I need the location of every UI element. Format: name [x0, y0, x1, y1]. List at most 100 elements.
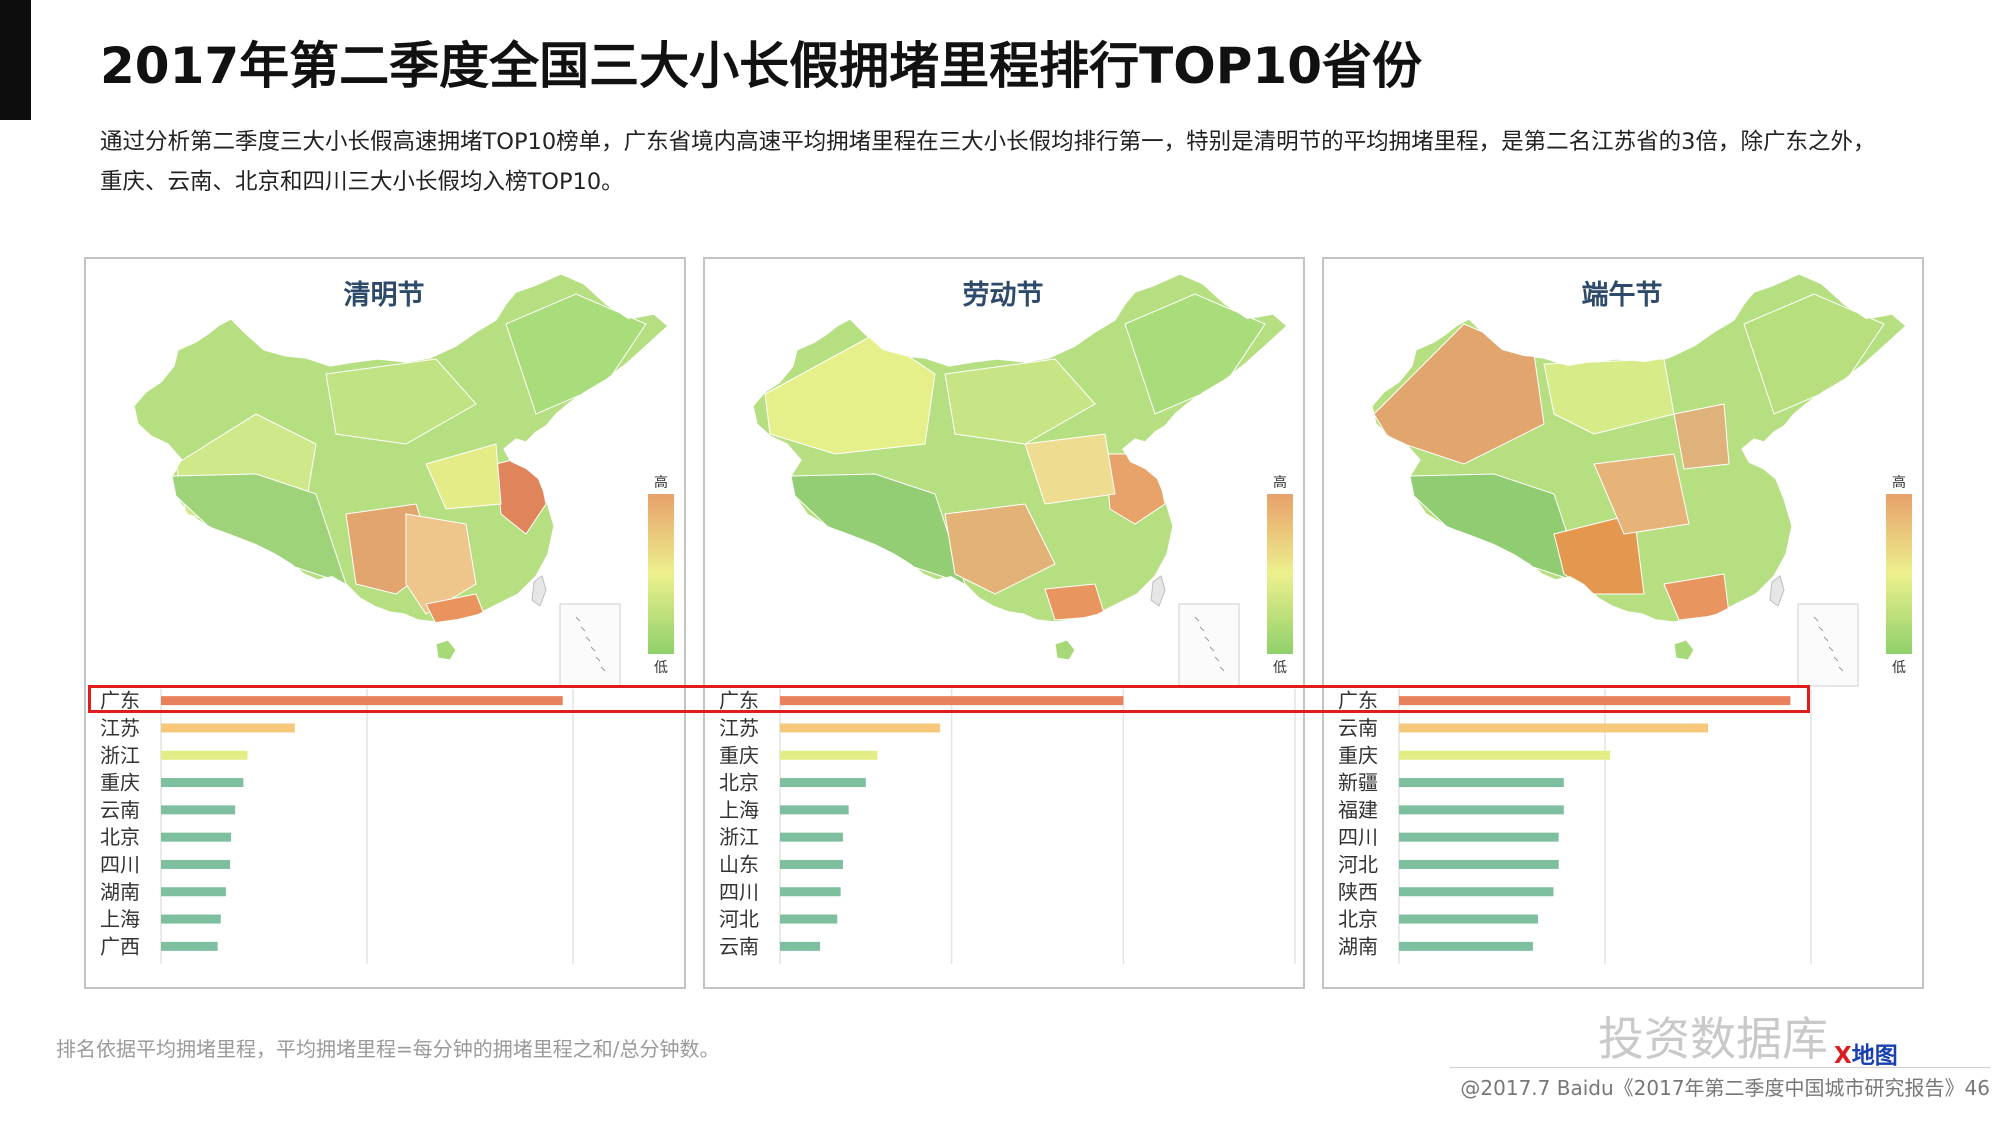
watermark-logo-a: X — [1834, 1043, 1852, 1069]
bar-label-rank-5: 云南 — [100, 798, 140, 822]
inset-boundary-dash — [580, 626, 586, 632]
map-region — [171, 473, 347, 585]
inset-boundary-dash — [590, 646, 596, 652]
map-region — [1673, 403, 1730, 470]
color-legend-bar — [1267, 494, 1293, 654]
map-region — [505, 293, 647, 415]
inset-boundary-dash — [1214, 656, 1220, 662]
map-region — [1024, 433, 1116, 505]
bar-label-rank-7: 河北 — [1338, 852, 1378, 876]
watermark-logo-b: 地图 — [1851, 1043, 1898, 1069]
inset-boundary-dash — [1194, 616, 1200, 622]
bar-label-rank-1: 广东 — [719, 689, 759, 713]
bar-label-rank-2: 江苏 — [719, 716, 759, 740]
map-hainan — [1054, 639, 1076, 661]
bar-rank-4 — [161, 778, 244, 788]
bar-rank-4 — [780, 778, 866, 788]
bar-label-rank-8: 湖南 — [100, 880, 140, 904]
bar-label-rank-9: 上海 — [100, 907, 140, 931]
bar-label-rank-1: 广东 — [1338, 689, 1378, 713]
inset-boundary-dash — [600, 666, 606, 672]
legend-high-label: 高 — [1892, 474, 1906, 491]
panel-duanwu: 端午节高低广东 云南 重庆 新疆 福建 四川 河北 陕西 北京 湖南 — [1322, 257, 1924, 989]
china-map — [752, 273, 1288, 661]
south-china-sea-inset — [1178, 603, 1240, 687]
bar-label-rank-6: 四川 — [1338, 825, 1378, 849]
bar-label-rank-1: 广东 — [100, 689, 140, 713]
bar-label-rank-4: 重庆 — [100, 771, 140, 795]
legend-low-label: 低 — [1892, 660, 1906, 676]
inset-boundary-dash — [1838, 666, 1844, 672]
map-region — [1409, 473, 1585, 585]
legend-low-label: 低 — [654, 660, 668, 676]
panel-laodong: 劳动节高低广东 江苏 重庆 北京 上海 浙江 山东 四川 河北 云南 — [703, 257, 1305, 989]
description: 通过分析第二季度三大小长假高速拥堵TOP10榜单，广东省境内高速平均拥堵里程在三… — [100, 122, 1980, 202]
bar-label-rank-3: 重庆 — [1338, 743, 1378, 767]
map-taiwan — [1150, 575, 1166, 607]
legend-high-label: 高 — [1273, 474, 1287, 491]
bar-label-rank-8: 四川 — [719, 880, 759, 904]
bar-label-rank-2: 云南 — [1338, 716, 1378, 740]
legend-high-label: 高 — [654, 474, 668, 491]
bar-rank-6 — [1399, 832, 1559, 842]
bar-rank-6 — [161, 832, 232, 842]
bar-label-rank-3: 重庆 — [719, 743, 759, 767]
bar-label-rank-5: 福建 — [1338, 798, 1378, 822]
footer-source: @2017.7 Baidu《2017年第二季度中国城市研究报告》46 — [1460, 1076, 1990, 1100]
inset-boundary-dash — [1199, 626, 1205, 632]
map-title: 劳动节 — [963, 280, 1044, 311]
map-title: 端午节 — [1582, 279, 1663, 311]
inset-boundary-dash — [1813, 616, 1819, 622]
map-title: 清明节 — [344, 280, 425, 311]
bar-label-rank-6: 北京 — [100, 825, 140, 849]
map-region — [764, 333, 936, 455]
bar-rank-5 — [780, 805, 849, 815]
bar-label-rank-8: 陕西 — [1338, 880, 1378, 904]
bar-rank-9 — [780, 914, 838, 924]
bar-rank-7 — [780, 859, 843, 869]
bar-rank-7 — [1399, 859, 1559, 869]
south-china-sea-inset — [559, 603, 621, 687]
bar-rank-8 — [1399, 887, 1554, 897]
inset-boundary-dash — [1204, 636, 1210, 642]
bar-label-rank-4: 北京 — [719, 771, 759, 795]
bar-rank-1 — [161, 696, 563, 706]
bar-rank-7 — [161, 859, 231, 869]
footnote: 排名依据平均拥堵里程，平均拥堵里程=每分钟的拥堵里程之和/总分钟数。 — [56, 1037, 720, 1061]
map-region — [425, 443, 502, 510]
inset-boundary-dash — [1219, 666, 1225, 672]
footer-divider — [1450, 1067, 1990, 1068]
map-taiwan — [531, 575, 547, 607]
bar-rank-3 — [780, 750, 878, 760]
bar-rank-10 — [161, 941, 218, 951]
bar-rank-9 — [1399, 914, 1539, 924]
inset-boundary-dash — [585, 636, 591, 642]
bar-rank-3 — [1399, 750, 1611, 760]
guangdong-highlight-box — [88, 685, 1810, 713]
map-region — [1743, 293, 1885, 415]
map-taiwan — [1769, 575, 1785, 607]
bar-rank-8 — [161, 887, 226, 897]
map-hainan — [1673, 639, 1695, 661]
south-china-sea-inset — [1797, 603, 1859, 687]
color-legend-bar — [1886, 494, 1912, 654]
bar-rank-10 — [1399, 941, 1533, 951]
bar-label-rank-10: 广西 — [100, 934, 140, 958]
bar-rank-9 — [161, 914, 221, 924]
bar-label-rank-9: 河北 — [719, 907, 759, 931]
map-region — [1593, 453, 1690, 535]
map-region — [1124, 293, 1266, 415]
bar-rank-2 — [161, 723, 295, 733]
inset-boundary-dash — [575, 616, 581, 622]
inset-boundary-dash — [595, 656, 601, 662]
bar-rank-3 — [161, 750, 248, 760]
bar-rank-2 — [780, 723, 941, 733]
color-legend-bar — [648, 494, 674, 654]
china-map — [1371, 273, 1907, 661]
bar-label-rank-9: 北京 — [1338, 907, 1378, 931]
bar-rank-5 — [1399, 805, 1564, 815]
watermark: 投资数据库 — [1598, 1012, 1828, 1066]
